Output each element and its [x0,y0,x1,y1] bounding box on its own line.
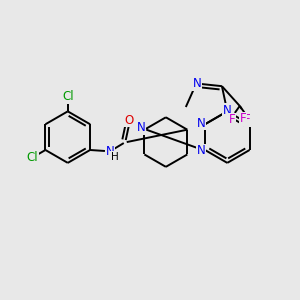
Text: N: N [196,145,206,158]
Text: H: H [111,152,119,162]
Text: N: N [196,117,206,130]
Text: Cl: Cl [27,151,38,164]
Text: O: O [124,114,133,127]
Text: Cl: Cl [62,90,74,103]
Text: N: N [106,146,114,158]
Text: F: F [239,112,246,125]
Text: N: N [193,77,202,90]
Text: N: N [223,104,232,117]
Text: N: N [137,121,146,134]
Text: F: F [244,113,251,126]
Text: F: F [229,113,235,126]
